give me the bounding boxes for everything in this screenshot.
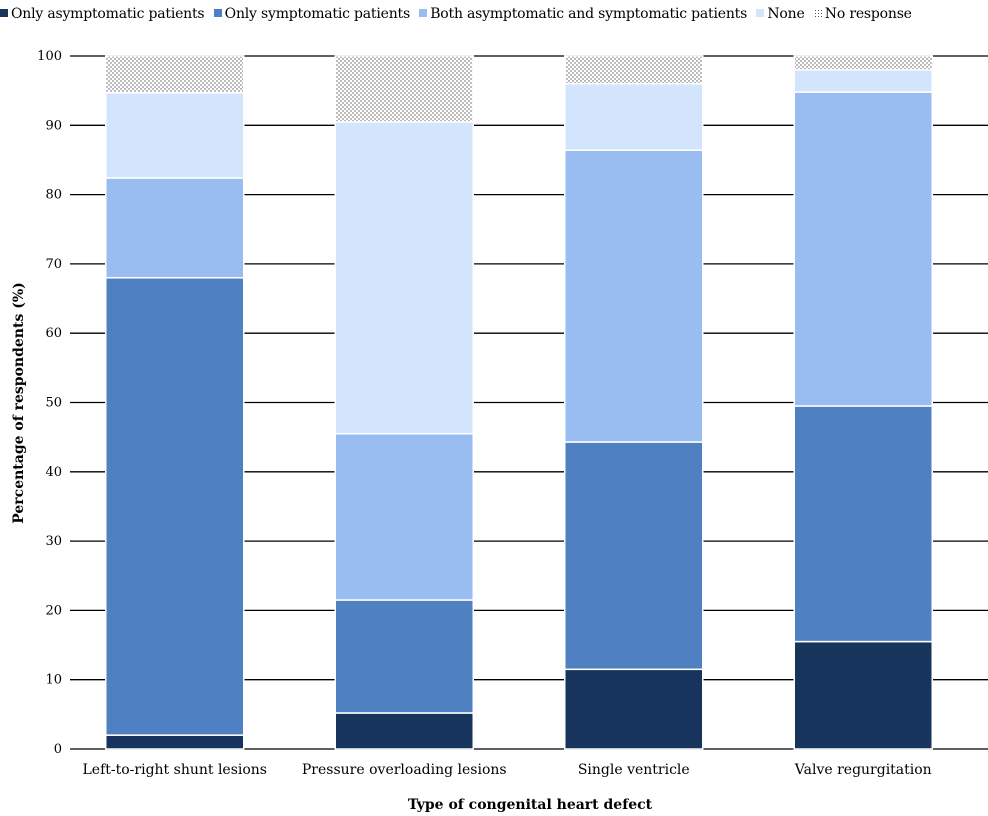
legend-swatch	[813, 9, 822, 17]
bar-segment	[564, 668, 704, 750]
legend-label: No response	[824, 6, 912, 22]
legend-swatch	[419, 9, 428, 17]
x-tick-labels: Left-to-right shunt lesions Pressure over…	[83, 762, 932, 778]
y-tick-label: 80	[45, 188, 62, 203]
bar-segment	[564, 149, 704, 443]
y-tick-label: 100	[37, 49, 62, 64]
bar-segment	[793, 91, 933, 407]
y-tick-label: 50	[45, 396, 62, 411]
bar-segment	[564, 441, 704, 671]
bar-segment	[564, 82, 704, 151]
bar-segment	[105, 91, 245, 179]
legend-swatch	[756, 9, 765, 17]
x-axis-title: Type of congenital heart defect	[408, 797, 653, 813]
legend-item-none: None	[756, 6, 805, 22]
y-tick-labels: 0 10 20 30 40 50 60 70 80 90 100	[37, 49, 62, 757]
y-axis-title: Percentage of respondents (%)	[11, 282, 27, 524]
legend-swatch	[213, 9, 222, 17]
legend-swatch	[0, 9, 8, 17]
bar-segment	[793, 55, 933, 71]
y-tick-label: 10	[45, 673, 62, 688]
y-tick-label: 0	[54, 742, 62, 757]
bar-segment	[334, 55, 474, 123]
bar-segment	[793, 640, 933, 750]
y-tick-label: 90	[45, 118, 62, 133]
bar-segment	[793, 405, 933, 643]
legend-item-no-response: No response	[813, 6, 912, 22]
legend-item-only-symptomatic: Only symptomatic patients	[213, 6, 410, 22]
bar-segment	[793, 69, 933, 93]
y-tick-label: 60	[45, 326, 62, 341]
bar-segment	[334, 432, 474, 601]
y-tick-label: 40	[45, 465, 62, 480]
legend-label: Only symptomatic patients	[224, 6, 410, 22]
y-tick-label: 20	[45, 603, 62, 618]
x-tick-label: Single ventricle	[578, 762, 690, 778]
legend-item-both: Both asymptomatic and symptomatic patien…	[419, 6, 747, 22]
chart-legend: Only asymptomatic patients Only symptoma…	[0, 6, 988, 22]
x-tick-label: Valve regurgitation	[794, 762, 932, 778]
bar-segment	[105, 177, 245, 279]
legend-label: None	[767, 6, 805, 22]
x-tick-label: Left-to-right shunt lesions	[83, 762, 268, 778]
legend-label: Only asymptomatic patients	[11, 6, 205, 22]
y-tick-label: 30	[45, 534, 62, 549]
legend-label: Both asymptomatic and symptomatic patien…	[430, 6, 748, 22]
bar-segment	[334, 712, 474, 750]
bar-segment	[105, 55, 245, 94]
bar-segment	[105, 734, 245, 750]
bar-segment	[564, 55, 704, 85]
bar-segment	[105, 277, 245, 736]
x-tick-label: Pressure overloading lesions	[302, 762, 507, 778]
y-tick-label: 70	[45, 257, 62, 272]
bar-segment	[334, 599, 474, 714]
legend-item-only-asymptomatic: Only asymptomatic patients	[0, 6, 205, 22]
bar-segment	[334, 121, 474, 435]
bars	[105, 55, 933, 750]
